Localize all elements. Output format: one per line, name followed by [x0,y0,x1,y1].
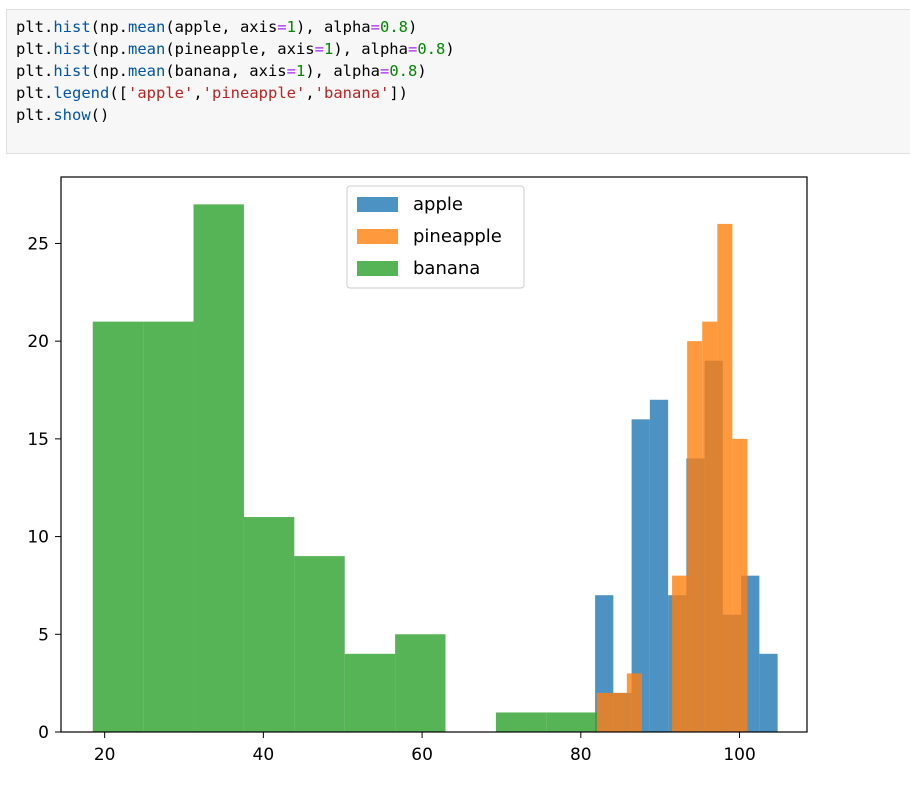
code-token: 'banana' [314,84,390,102]
bar-pineapple-5 [672,575,688,732]
code-token: = [286,62,296,80]
code-token: = [314,40,324,58]
bar-apple-9 [759,653,778,732]
bar-banana-0 [92,321,144,732]
code-token: ([ [109,84,128,102]
bar-banana-8 [495,712,547,732]
code-token: (np. [90,40,128,58]
bar-pineapple-1 [611,692,627,732]
bar-apple-2 [631,419,650,732]
code-token: , [193,84,203,102]
code-token: , [305,84,315,102]
bar-pineapple-6 [687,341,703,732]
code-token: (banana, axis [165,62,287,80]
x-tick-label: 40 [253,745,275,765]
legend-label-pineapple: pineapple [413,226,502,247]
code-token: 'pineapple' [202,84,306,102]
code-token: (np. [90,62,128,80]
bar-apple-3 [649,399,669,732]
code-token: (np. [90,18,128,36]
y-tick-label: 15 [27,430,49,450]
bar-banana-9 [546,712,597,732]
code-token: plt. [16,62,54,80]
x-tick-label: 20 [94,745,116,765]
code-token: mean [127,18,166,36]
plot-frame [60,176,808,733]
code-token: mean [127,62,166,80]
code-line: plt.hist(np.mean(apple, axis=1), alpha=0… [16,16,417,38]
legend-swatch-pineapple [357,229,398,244]
bar-banana-4 [294,556,345,732]
code-token: (apple, axis [165,18,278,36]
code-token: plt. [16,18,54,36]
code-token: = [370,18,380,36]
y-tick-label: 5 [38,625,49,645]
bar-pineapple-0 [596,692,612,732]
code-token: () [90,106,110,124]
code-token: mean [127,40,166,58]
code-token: ), alpha [333,40,408,58]
legend-label-banana: banana [413,258,480,279]
code-token: ) [445,40,455,58]
legend-label-apple: apple [413,194,463,215]
bar-banana-5 [344,653,396,732]
code-token: = [277,18,287,36]
bar-pineapple-7 [702,321,718,732]
code-line: plt.hist(np.mean(banana, axis=1), alpha=… [16,60,427,82]
code-token: ]) [389,84,408,102]
code-token: hist [53,40,91,58]
bar-pineapple-9 [732,438,748,732]
code-token: 0.8 [389,62,418,80]
legend-swatch-apple [357,197,398,212]
y-tick-label: 10 [27,528,49,548]
bar-banana-1 [143,321,194,732]
x-tick-label: 80 [570,745,592,765]
y-tick-label: 20 [27,332,49,352]
bar-pineapple-8 [717,223,733,732]
code-cell[interactable]: plt.hist(np.mean(apple, axis=1), alpha=0… [6,9,910,154]
code-token: 0.8 [379,18,408,36]
code-token: 0.8 [417,40,446,58]
bar-pineapple-2 [626,673,642,732]
code-token: show [53,106,91,124]
code-token: hist [53,62,91,80]
code-token: 'apple' [128,84,194,102]
y-tick-label: 25 [27,234,49,254]
legend: apple pineapple banana [346,185,525,289]
legend-swatch-banana [357,261,398,276]
histogram-bars [92,204,778,733]
code-token: ) [407,18,418,36]
code-line: plt.show() [16,104,109,126]
bar-banana-2 [193,204,244,733]
code-token: hist [53,18,91,36]
code-line: plt.legend(['apple','pineapple','banana'… [16,82,408,104]
code-token: plt. [16,40,54,58]
code-token: 1 [286,18,296,36]
x-axis: 20 40 60 80 100 [94,732,756,765]
code-token: 1 [323,40,334,58]
code-token: ), alpha [305,62,380,80]
y-axis: 0 5 10 15 20 25 [27,234,61,743]
code-token: plt. [16,84,54,102]
code-token: = [407,40,418,58]
code-line: plt.hist(np.mean(pineapple, axis=1), alp… [16,38,455,60]
x-tick-label: 60 [411,745,433,765]
code-token: (pineapple, axis [165,40,315,58]
x-tick-label: 100 [723,745,755,765]
code-token: = [379,62,390,80]
y-tick-label: 0 [38,723,49,743]
code-token: ) [417,62,427,80]
bar-banana-3 [243,517,295,732]
code-token: 1 [295,62,306,80]
code-token: legend [53,84,110,102]
code-token: plt. [16,106,54,124]
code-token: ), alpha [295,18,371,36]
bar-banana-6 [395,634,446,732]
